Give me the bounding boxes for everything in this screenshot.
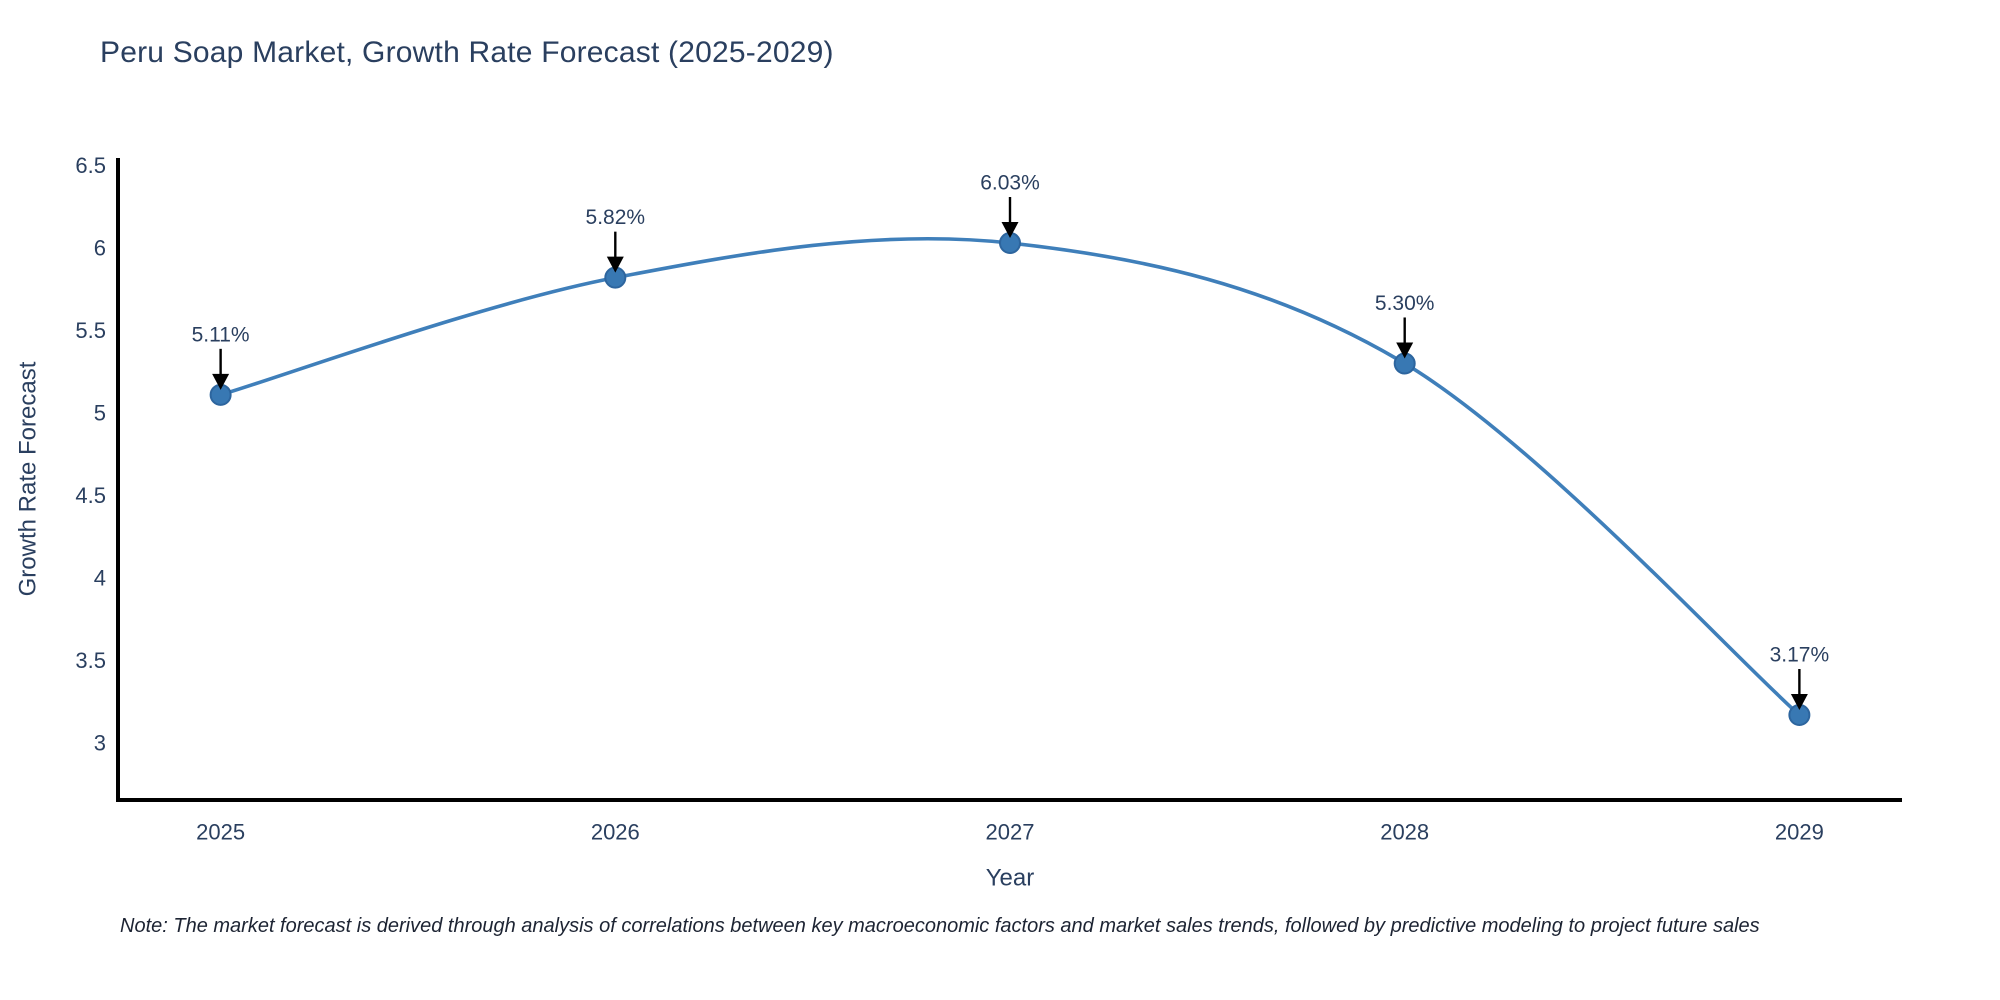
annotation-arrow-head [1001, 221, 1019, 238]
forecast-line [218, 236, 1802, 717]
x-tick-label: 2026 [591, 820, 640, 845]
x-tick-label: 2028 [1380, 820, 1429, 845]
annotation-arrow-head [1790, 694, 1808, 711]
data-point-label: 5.30% [1375, 292, 1435, 315]
data-point-label: 3.17% [1770, 644, 1830, 667]
footnote: Note: The market forecast is derived thr… [120, 915, 1760, 937]
annotation-arrow-head [212, 373, 230, 390]
x-tick-label: 2027 [986, 820, 1035, 845]
y-tick-label: 3 [94, 731, 106, 756]
x-tick-label: 2029 [1775, 820, 1824, 845]
y-tick-label: 5 [94, 400, 106, 425]
data-point-label: 5.82% [586, 206, 646, 229]
annotation-arrow-head [606, 256, 624, 273]
data-point-label: 5.11% [192, 323, 250, 346]
data-point-label: 6.03% [980, 171, 1040, 194]
y-tick-label: 4.5 [75, 483, 106, 508]
y-axis-title: Growth Rate Forecast [15, 361, 42, 596]
chart-title: Peru Soap Market, Growth Rate Forecast (… [100, 36, 834, 69]
x-tick-label: 2025 [196, 820, 245, 845]
y-tick-label: 5.5 [75, 318, 106, 343]
y-tick-label: 6.5 [75, 153, 106, 178]
y-tick-label: 3.5 [75, 648, 106, 673]
annotation-arrow-head [1396, 342, 1414, 359]
y-tick-label: 4 [94, 566, 106, 591]
x-axis-title: Year [986, 865, 1035, 892]
y-tick-label: 6 [94, 235, 106, 260]
